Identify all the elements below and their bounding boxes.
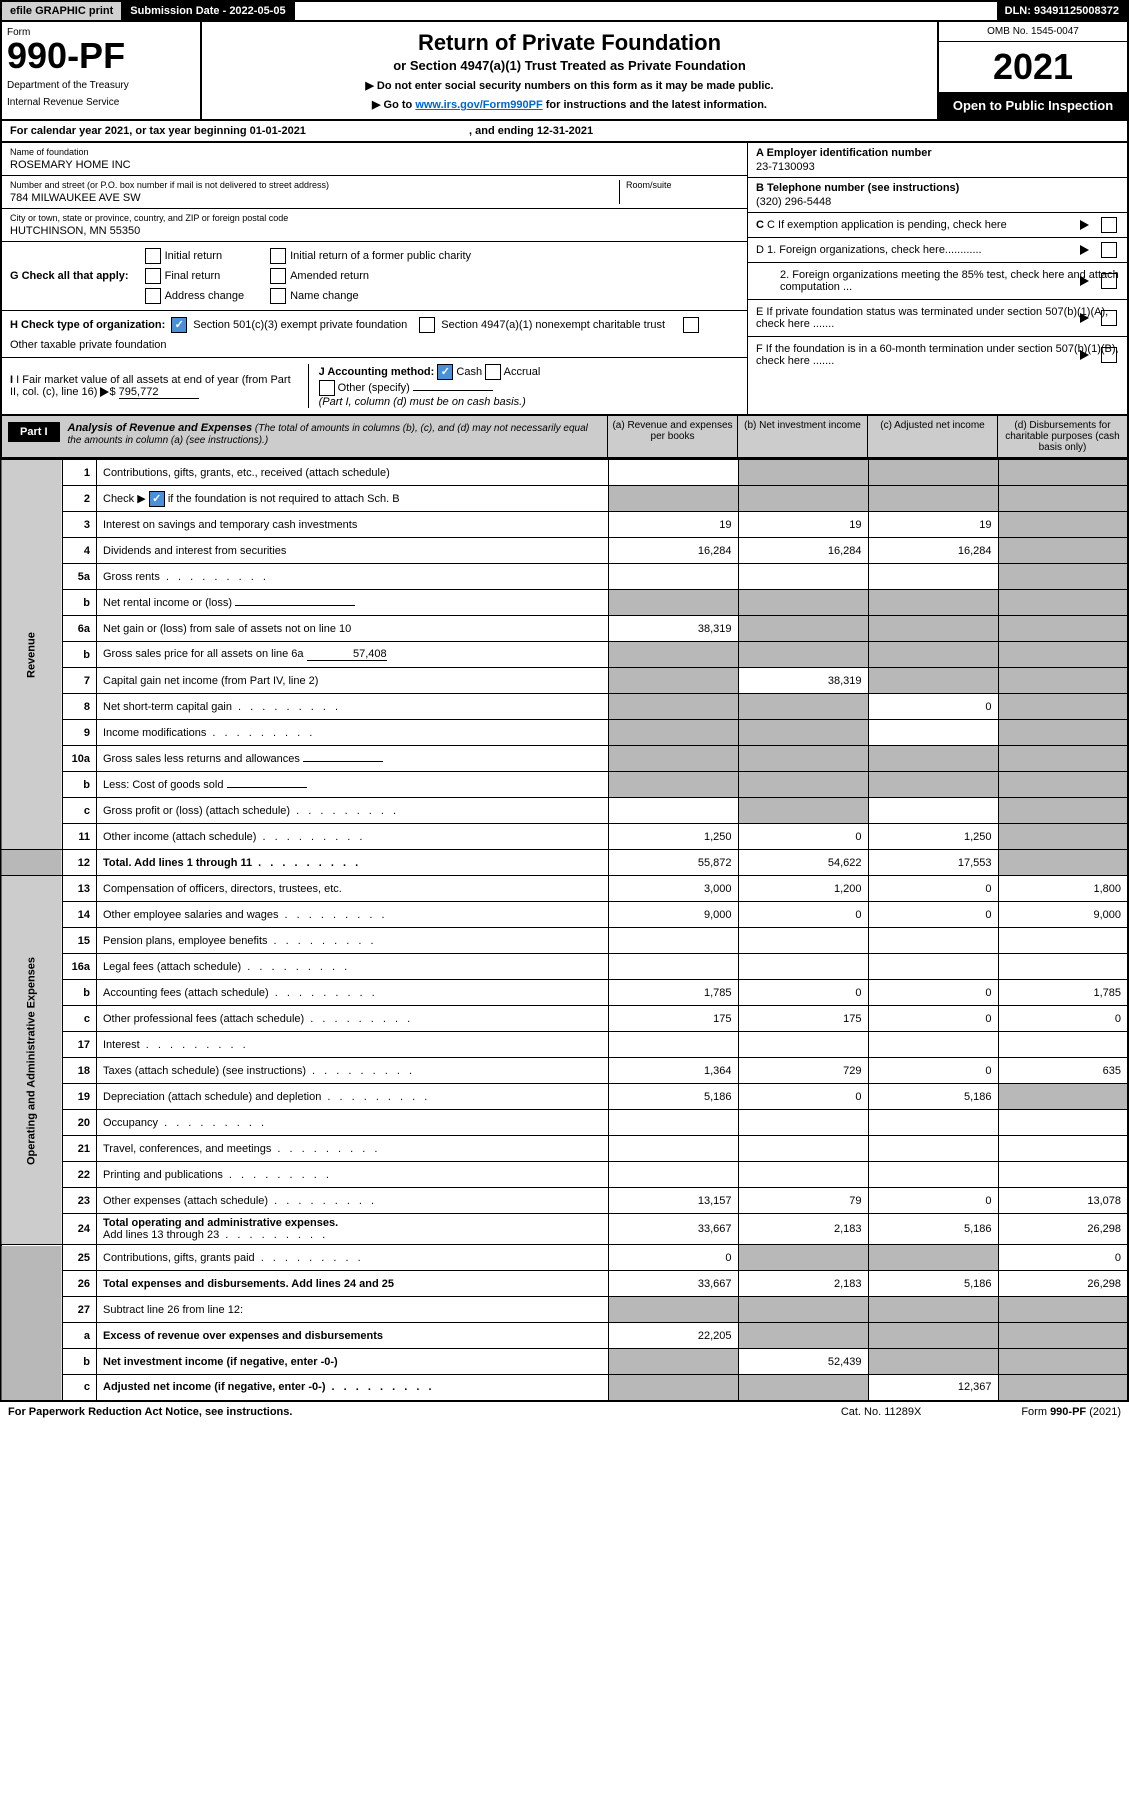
page-footer: For Paperwork Reduction Act Notice, see … xyxy=(0,1402,1129,1422)
irs-link[interactable]: www.irs.gov/Form990PF xyxy=(415,99,542,111)
ein-label: A Employer identification number xyxy=(756,147,1119,159)
part-label: Part I xyxy=(8,422,60,442)
checkbox-4947[interactable] xyxy=(419,317,435,333)
room-label: Room/suite xyxy=(626,180,739,190)
form-subtitle: or Section 4947(a)(1) Trust Treated as P… xyxy=(210,58,929,73)
checkbox-c[interactable] xyxy=(1101,217,1117,233)
checkbox-initial-former[interactable] xyxy=(270,248,286,264)
col-a-header: (a) Revenue and expenses per books xyxy=(607,416,737,457)
checkbox-name-change[interactable] xyxy=(270,288,286,304)
section-d2: 2. Foreign organizations meeting the 85%… xyxy=(748,263,1127,300)
paperwork-notice: For Paperwork Reduction Act Notice, see … xyxy=(8,1406,292,1418)
checkbox-other-taxable[interactable] xyxy=(683,317,699,333)
dept-label: Department of the Treasury xyxy=(7,80,195,91)
phone-value: (320) 296-5448 xyxy=(756,196,1119,208)
checkbox-e[interactable] xyxy=(1101,310,1117,326)
part-title: Analysis of Revenue and Expenses xyxy=(68,422,253,434)
section-i-j: I I Fair market value of all assets at e… xyxy=(2,358,747,414)
checkbox-d2[interactable] xyxy=(1101,273,1117,289)
open-public-label: Open to Public Inspection xyxy=(939,92,1127,119)
tax-year: 2021 xyxy=(939,42,1127,92)
top-bar: efile GRAPHIC print Submission Date - 20… xyxy=(0,0,1129,22)
section-g: G Check all that apply: Initial return F… xyxy=(2,242,747,311)
revenue-side-label: Revenue xyxy=(1,460,63,850)
catalog-number: Cat. No. 11289X xyxy=(841,1406,922,1418)
checkbox-501c3[interactable] xyxy=(171,317,187,333)
expenses-side-label: Operating and Administrative Expenses xyxy=(1,876,63,1245)
analysis-table: Revenue 1Contributions, gifts, grants, e… xyxy=(0,459,1129,1402)
form-header: Form 990-PF Department of the Treasury I… xyxy=(0,22,1129,121)
section-e: E If private foundation status was termi… xyxy=(748,300,1127,337)
efile-label[interactable]: efile GRAPHIC print xyxy=(2,2,122,20)
col-d-header: (d) Disbursements for charitable purpose… xyxy=(997,416,1127,457)
omb-number: OMB No. 1545-0047 xyxy=(939,22,1127,42)
entity-info: Name of foundation ROSEMARY HOME INC Num… xyxy=(0,143,1129,416)
section-f: F If the foundation is in a 60-month ter… xyxy=(748,337,1127,373)
submission-date: Submission Date - 2022-05-05 xyxy=(122,2,294,20)
dln-label: DLN: 93491125008372 xyxy=(997,2,1127,20)
checkbox-amended-return[interactable] xyxy=(270,268,286,284)
form-number: 990-PF xyxy=(7,38,195,74)
form-note-2: ▶ Go to www.irs.gov/Form990PF for instru… xyxy=(210,98,929,111)
col-b-header: (b) Net investment income xyxy=(737,416,867,457)
checkbox-initial-return[interactable] xyxy=(145,248,161,264)
part-1-header: Part I Analysis of Revenue and Expenses … xyxy=(0,416,1129,459)
checkbox-d1[interactable] xyxy=(1101,242,1117,258)
foundation-name: ROSEMARY HOME INC xyxy=(10,159,739,171)
form-title: Return of Private Foundation xyxy=(210,30,929,56)
checkbox-cash[interactable] xyxy=(437,364,453,380)
checkbox-accrual[interactable] xyxy=(485,364,501,380)
city-label: City or town, state or province, country… xyxy=(10,213,739,223)
col-c-header: (c) Adjusted net income xyxy=(867,416,997,457)
form-footer-label: Form 990-PF (2021) xyxy=(1021,1406,1121,1418)
checkbox-other-method[interactable] xyxy=(319,380,335,396)
checkbox-sch-b[interactable] xyxy=(149,491,165,507)
section-c: C C If exemption application is pending,… xyxy=(748,213,1127,238)
ein-value: 23-7130093 xyxy=(756,161,1119,173)
addr-label: Number and street (or P.O. box number if… xyxy=(10,180,619,190)
checkbox-f[interactable] xyxy=(1101,347,1117,363)
triangle-icon xyxy=(100,387,109,397)
phone-label: B Telephone number (see instructions) xyxy=(756,182,1119,194)
city-state-zip: HUTCHINSON, MN 55350 xyxy=(10,225,739,237)
section-d1: D 1. Foreign organizations, check here..… xyxy=(748,238,1127,263)
name-label: Name of foundation xyxy=(10,147,739,157)
checkbox-address-change[interactable] xyxy=(145,288,161,304)
section-h: H Check type of organization: Section 50… xyxy=(2,311,747,358)
irs-label: Internal Revenue Service xyxy=(7,97,195,108)
fmv-value: 795,772 xyxy=(119,386,199,399)
checkbox-final-return[interactable] xyxy=(145,268,161,284)
form-note-1: ▶ Do not enter social security numbers o… xyxy=(210,79,929,92)
street-address: 784 MILWAUKEE AVE SW xyxy=(10,192,619,204)
calendar-year-row: For calendar year 2021, or tax year begi… xyxy=(0,121,1129,143)
